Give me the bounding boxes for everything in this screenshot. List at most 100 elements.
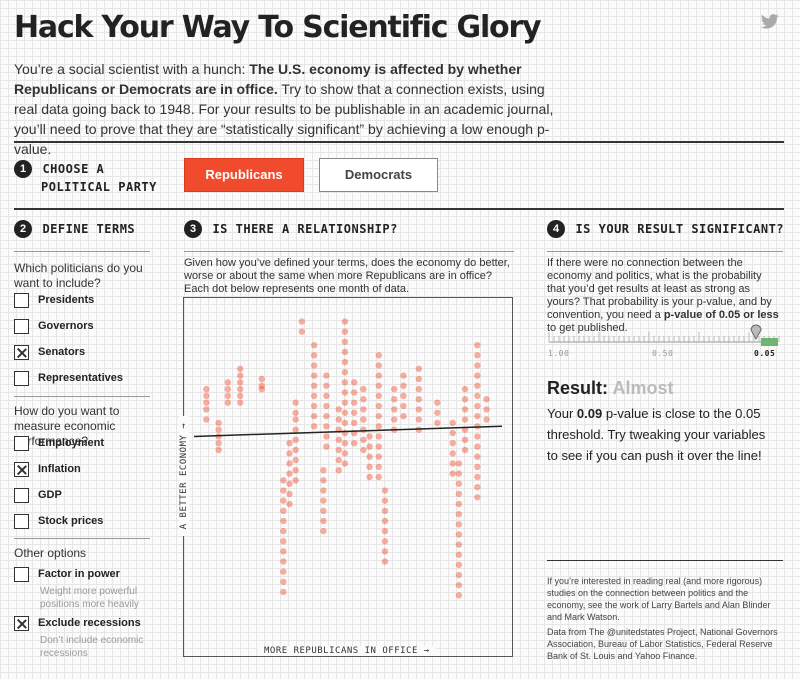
data-point (203, 392, 210, 400)
step3-description: Given how you’ve defined your terms, doe… (184, 257, 510, 295)
data-point (286, 440, 293, 447)
data-point (381, 507, 389, 514)
data-point (461, 416, 469, 423)
data-point (310, 352, 318, 359)
data-point (360, 436, 367, 444)
checkbox-box[interactable] (14, 615, 29, 631)
checkbox-senators[interactable]: Senators (14, 343, 85, 361)
data-point (320, 477, 327, 484)
step4-title: Is your result significant? (575, 222, 785, 237)
data-point (455, 521, 463, 528)
data-point (323, 443, 330, 450)
pvalue-scale (547, 320, 782, 362)
data-point (381, 517, 389, 525)
checkbox-box[interactable] (14, 318, 29, 334)
other-options-heading: Other options (14, 546, 87, 560)
data-point (391, 385, 398, 393)
data-point (215, 419, 222, 427)
data-point (323, 423, 330, 430)
checkbox-box[interactable] (14, 566, 29, 582)
data-point (280, 578, 287, 585)
data-point (483, 406, 490, 413)
checkbox-gdp[interactable]: GDP (14, 486, 62, 504)
data-point (341, 409, 349, 416)
data-point (280, 477, 287, 484)
data-point (434, 409, 441, 416)
data-point (292, 467, 299, 474)
data-point (381, 487, 389, 494)
data-point (341, 358, 349, 366)
data-point (298, 328, 305, 335)
data-point (237, 365, 244, 373)
data-point (474, 463, 481, 471)
data-point (292, 456, 299, 464)
data-point (400, 412, 407, 420)
data-point (455, 500, 463, 508)
data-point (449, 470, 456, 477)
data-point (474, 433, 481, 440)
checkbox-presidents[interactable]: Presidents (14, 291, 94, 309)
politicians-question: Which politicians do you want to include… (14, 261, 143, 290)
twitter-bird-icon[interactable] (760, 14, 780, 30)
data-point (335, 446, 342, 454)
checkbox-representatives[interactable]: Representatives (14, 369, 123, 387)
data-point (381, 548, 389, 555)
data-point (341, 399, 349, 406)
republicans-button[interactable]: Republicans (184, 158, 304, 192)
data-point (455, 571, 463, 579)
data-point (474, 392, 481, 400)
democrats-button[interactable]: Democrats (319, 158, 438, 192)
data-point (375, 463, 382, 471)
data-point (375, 412, 382, 420)
checkbox-box[interactable] (14, 370, 29, 386)
data-point (292, 436, 299, 444)
data-point (286, 450, 293, 457)
checkbox-box[interactable] (14, 461, 29, 477)
scale-label-1: 1.00 (548, 349, 570, 358)
checkbox-employment[interactable]: Employment (14, 434, 104, 452)
step-number: 3 (184, 220, 202, 238)
data-point (350, 409, 358, 416)
checkbox-governors[interactable]: Governors (14, 317, 94, 335)
data-point (280, 568, 287, 575)
data-point (381, 527, 389, 535)
data-point (360, 446, 367, 454)
x-axis-label: MORE REPUBLICANS IN OFFICE → (258, 646, 436, 656)
data-point (224, 399, 232, 406)
data-point (455, 581, 463, 589)
checkbox-exclude-recessions[interactable]: Exclude recessions (14, 614, 141, 632)
data-point (483, 396, 490, 403)
scale-label-005: 0.05 (754, 349, 776, 358)
data-point (375, 402, 382, 410)
data-point (280, 548, 287, 555)
data-point (280, 527, 287, 535)
checkbox-box[interactable] (14, 292, 29, 308)
data-point (320, 527, 327, 535)
data-point (215, 446, 222, 454)
data-point (455, 551, 463, 558)
data-point (335, 406, 342, 413)
result-value: Almost (612, 378, 674, 398)
checkbox-box[interactable] (14, 344, 29, 360)
data-point (455, 470, 463, 477)
data-point (350, 440, 358, 447)
data-point (375, 362, 382, 369)
checkbox-box[interactable] (14, 435, 29, 451)
data-point (449, 450, 456, 457)
scatter-chart (193, 318, 503, 599)
checkbox-box[interactable] (14, 513, 29, 529)
data-point (323, 392, 330, 400)
checkbox-inflation[interactable]: Inflation (14, 460, 81, 478)
checkbox-box[interactable] (14, 487, 29, 503)
checkbox-factor-in-power[interactable]: Factor in power (14, 565, 120, 583)
data-point (375, 473, 382, 481)
data-point (449, 460, 456, 467)
page-title: Hack Your Way To Scientific Glory (14, 10, 542, 45)
data-point (415, 365, 423, 373)
data-point (391, 396, 398, 403)
data-point (310, 362, 318, 369)
y-axis-label-container: A BETTER ECONOMY → (172, 416, 196, 537)
data-point (258, 385, 265, 393)
checkbox-stock-prices[interactable]: Stock prices (14, 512, 103, 530)
data-point (483, 416, 490, 423)
